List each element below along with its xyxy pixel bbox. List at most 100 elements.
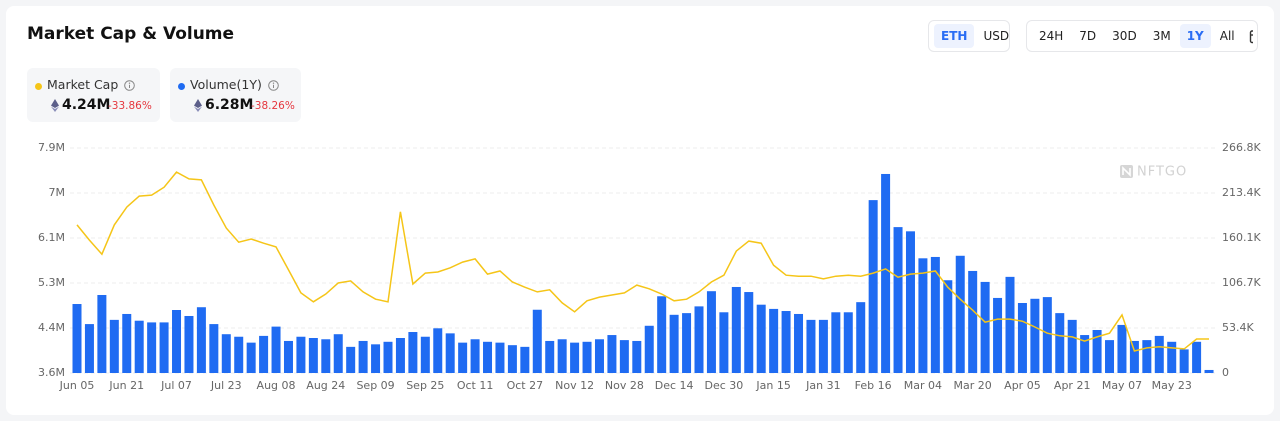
legend-current: 6.28M bbox=[205, 97, 254, 113]
y2-tick-label: 266.8K bbox=[1222, 141, 1261, 154]
bar bbox=[993, 297, 1003, 373]
range-button[interactable]: 7D bbox=[1079, 29, 1097, 43]
y-tick-label: 7M bbox=[49, 186, 66, 199]
bar bbox=[1055, 313, 1065, 373]
bar bbox=[619, 340, 629, 373]
bar bbox=[731, 286, 741, 373]
bar bbox=[532, 309, 542, 373]
bar bbox=[283, 340, 293, 373]
bar bbox=[84, 324, 94, 373]
bar bbox=[420, 336, 430, 373]
bar bbox=[843, 312, 853, 373]
watermark: NFTGO bbox=[1137, 165, 1187, 180]
bar bbox=[1042, 297, 1052, 373]
x-tick-label: Apr 21 bbox=[1054, 379, 1091, 392]
range-button[interactable]: 24H bbox=[1039, 29, 1064, 43]
y2-tick-label: 53.4K bbox=[1222, 321, 1254, 334]
bar bbox=[408, 332, 418, 373]
x-tick-label: Jan 15 bbox=[755, 379, 790, 392]
x-tick-label: Nov 28 bbox=[605, 379, 644, 392]
y2-tick-label: 160.1K bbox=[1222, 231, 1261, 244]
bar bbox=[209, 324, 219, 373]
bar bbox=[1117, 324, 1127, 373]
range-button[interactable]: 30D bbox=[1112, 29, 1137, 43]
y2-tick-label: 106.7K bbox=[1222, 276, 1261, 289]
bar bbox=[769, 308, 779, 373]
x-tick-label: May 07 bbox=[1102, 379, 1142, 392]
bar bbox=[682, 313, 692, 373]
currency-button[interactable]: ETH bbox=[934, 24, 975, 48]
bar bbox=[607, 335, 617, 373]
info-icon[interactable] bbox=[124, 80, 136, 91]
bar bbox=[719, 312, 729, 373]
bar bbox=[1167, 341, 1177, 373]
bar bbox=[483, 341, 493, 373]
legend-current: 4.24M bbox=[62, 97, 111, 113]
bar bbox=[196, 307, 206, 373]
bar bbox=[333, 334, 343, 373]
bar bbox=[781, 311, 791, 373]
bar bbox=[507, 345, 517, 373]
range-button[interactable]: 3M bbox=[1152, 29, 1171, 43]
bar bbox=[1105, 340, 1115, 373]
x-tick-label: May 23 bbox=[1152, 379, 1192, 392]
bar bbox=[1204, 369, 1214, 373]
bar bbox=[868, 200, 878, 373]
info-icon[interactable] bbox=[268, 80, 279, 91]
currency-button[interactable]: USD bbox=[983, 29, 1010, 43]
bar bbox=[371, 344, 381, 373]
legend-change: -33.86% bbox=[108, 100, 152, 112]
bar bbox=[706, 291, 716, 373]
x-tick-label: Jun 05 bbox=[59, 379, 95, 392]
y-tick-label: 4.4M bbox=[38, 321, 65, 334]
calendar-icon[interactable] bbox=[1249, 28, 1253, 44]
y-tick-label: 5.3M bbox=[38, 276, 65, 289]
bar bbox=[644, 325, 654, 373]
y-tick-label: 6.1M bbox=[38, 231, 65, 244]
range-button[interactable]: All bbox=[1219, 29, 1235, 43]
legend-name: Market Cap bbox=[47, 77, 119, 92]
bar bbox=[905, 231, 915, 373]
legend-card: Volume(1Y) 6.28M -38.26% bbox=[170, 68, 301, 122]
x-tick-label: Oct 27 bbox=[507, 379, 544, 392]
x-tick-label: Dec 30 bbox=[704, 379, 743, 392]
x-tick-label: Jul 23 bbox=[210, 379, 242, 392]
bar bbox=[246, 342, 256, 373]
range-toggle: 24H 7D 30D 3M 1Y All bbox=[1026, 20, 1258, 52]
legend-dot bbox=[35, 83, 42, 90]
bar bbox=[346, 346, 356, 373]
x-tick-label: Feb 16 bbox=[855, 379, 892, 392]
chart-title: Market Cap & Volume bbox=[27, 24, 235, 44]
bar bbox=[632, 340, 642, 373]
y2-tick-label: 213.4K bbox=[1222, 186, 1261, 199]
bar bbox=[147, 322, 157, 373]
bar bbox=[395, 338, 405, 373]
currency-toggle: ETH USD bbox=[928, 20, 1010, 52]
bar bbox=[184, 315, 194, 373]
y-tick-label: 3.6M bbox=[38, 366, 65, 379]
x-tick-label: Oct 11 bbox=[457, 379, 494, 392]
bar bbox=[794, 313, 804, 373]
legend-name: Volume(1Y) bbox=[190, 77, 262, 92]
bar bbox=[271, 326, 281, 373]
x-tick-label: Jan 31 bbox=[805, 379, 840, 392]
bar bbox=[744, 292, 754, 373]
x-tick-label: Sep 25 bbox=[406, 379, 444, 392]
bar bbox=[980, 281, 990, 373]
bar bbox=[72, 304, 82, 373]
x-tick-label: Sep 09 bbox=[356, 379, 394, 392]
bar bbox=[1017, 303, 1027, 373]
bar bbox=[134, 320, 144, 373]
bar bbox=[433, 328, 443, 373]
bar bbox=[557, 339, 567, 373]
bar bbox=[458, 342, 468, 373]
bar bbox=[520, 346, 530, 373]
range-button[interactable]: 1Y bbox=[1179, 24, 1211, 48]
bar bbox=[172, 310, 182, 373]
bar bbox=[918, 258, 928, 373]
bar bbox=[1005, 276, 1015, 373]
bar bbox=[570, 342, 580, 373]
bar bbox=[234, 336, 244, 373]
x-tick-label: Jul 07 bbox=[160, 379, 192, 392]
